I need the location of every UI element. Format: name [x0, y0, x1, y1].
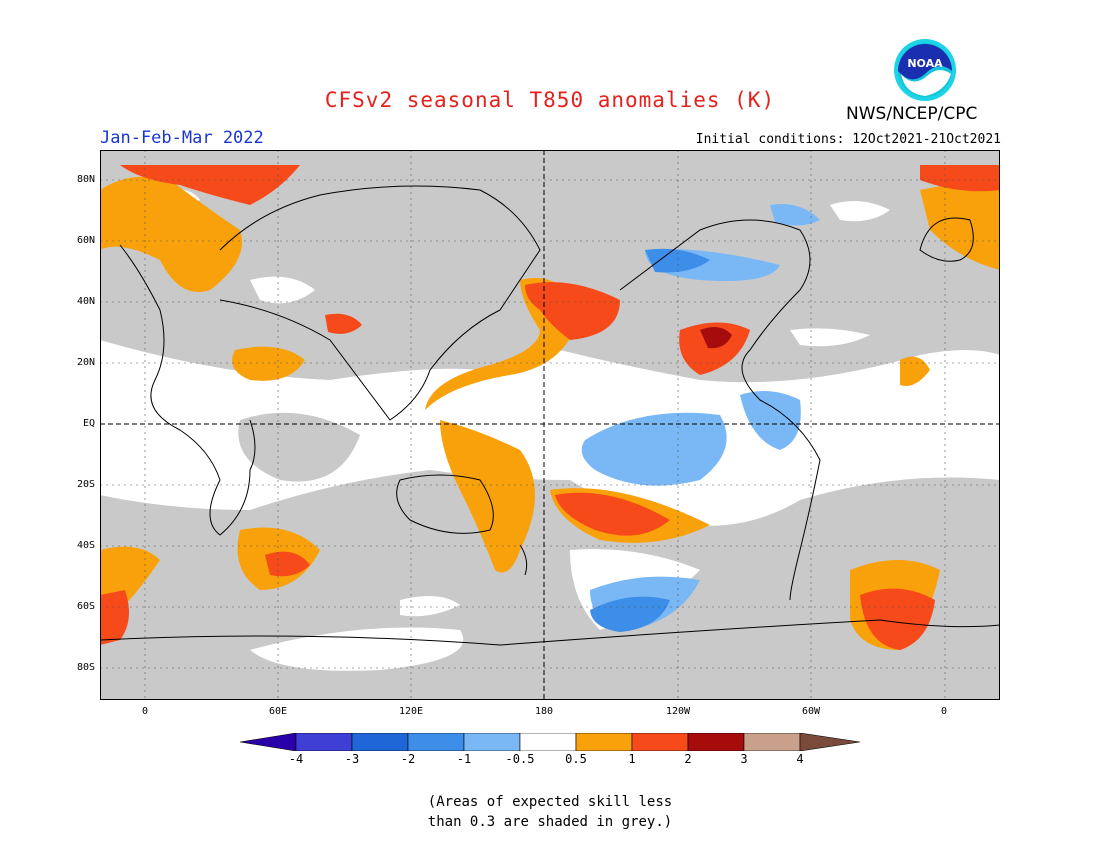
- lon-label: 120W: [665, 706, 691, 717]
- red-regions: [100, 165, 1000, 650]
- colorbar-cell: [240, 733, 297, 751]
- colorbar-cell: [295, 733, 353, 751]
- colorbar-tick: 3: [740, 752, 748, 766]
- colorbar-tick: 4: [796, 752, 804, 766]
- colorbar-tick: -1: [456, 752, 472, 766]
- colorbar-cell: [575, 733, 633, 751]
- colorbar-cell: [743, 733, 801, 751]
- white-regions: [100, 188, 1000, 671]
- skill-note-line: (Areas of expected skill less: [427, 794, 673, 810]
- season-label: Jan-Feb-Mar 2022: [100, 128, 264, 148]
- lat-label: 80N: [76, 174, 95, 185]
- colorbar-tick: -4: [288, 752, 304, 766]
- lat-label: 20N: [76, 357, 95, 368]
- coastlines: [100, 185, 1000, 646]
- colorbar-cell: [631, 733, 689, 751]
- colorbar: [240, 733, 861, 751]
- logo-text: NOAA: [907, 57, 943, 70]
- lon-label: 60E: [268, 706, 288, 717]
- lon-label: 120E: [398, 706, 424, 717]
- lat-label: 60N: [76, 235, 95, 246]
- colorbar-tick: 1: [628, 752, 636, 766]
- lon-label: 0: [940, 706, 948, 717]
- lat-label: 60S: [76, 601, 95, 612]
- colorbar-cell: [463, 733, 521, 751]
- colorbar-tick: -0.5: [505, 752, 535, 766]
- lat-label: 80S: [76, 662, 95, 673]
- lon-label: 0: [141, 706, 149, 717]
- anomaly-map: [100, 150, 1000, 700]
- lon-label: 60W: [801, 706, 821, 717]
- lat-label: 40N: [76, 296, 95, 307]
- colorbar-cell: [799, 733, 861, 751]
- lat-label: 40S: [76, 540, 95, 551]
- graticule: [100, 150, 1000, 700]
- lat-label: EQ: [82, 418, 95, 429]
- colorbar-cell: [519, 733, 577, 751]
- colorbar-tick: -2: [400, 752, 416, 766]
- initial-conditions-label: Initial conditions: 12Oct2021-21Oct2021: [695, 132, 1001, 147]
- darkred-region: [700, 326, 732, 349]
- colorbar-tick: 0.5: [565, 752, 587, 766]
- map-title: CFSv2 seasonal T850 anomalies (K): [324, 88, 776, 112]
- orange-regions: [100, 175, 1000, 650]
- colorbar-tick: -3: [344, 752, 360, 766]
- lat-label: 20S: [76, 479, 95, 490]
- blue-regions: [590, 248, 710, 632]
- colorbar-cell: [687, 733, 745, 751]
- colorbar-cell: [351, 733, 409, 751]
- skill-note-line: than 0.3 are shaded in grey.): [427, 814, 673, 830]
- agency-label: NWS/NCEP/CPC: [846, 104, 978, 124]
- skill-note: (Areas of expected skill less than 0.3 a…: [0, 792, 1100, 832]
- lon-label: 180: [534, 706, 554, 717]
- colorbar-cell: [407, 733, 465, 751]
- colorbar-tick: 2: [684, 752, 692, 766]
- noaa-logo-icon: NOAA: [894, 39, 956, 101]
